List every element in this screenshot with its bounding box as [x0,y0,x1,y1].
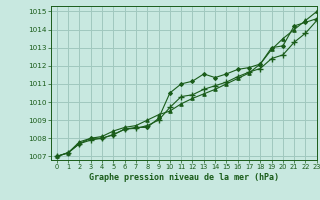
X-axis label: Graphe pression niveau de la mer (hPa): Graphe pression niveau de la mer (hPa) [89,173,279,182]
